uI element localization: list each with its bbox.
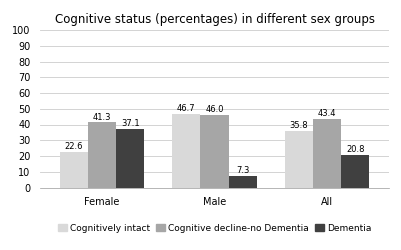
Text: 41.3: 41.3 bbox=[93, 113, 111, 122]
Bar bbox=[200, 115, 229, 188]
Text: 22.6: 22.6 bbox=[65, 142, 83, 151]
Text: 46.7: 46.7 bbox=[177, 104, 196, 113]
Bar bbox=[229, 176, 257, 188]
Bar bbox=[341, 155, 369, 188]
Title: Cognitive status (percentages) in different sex groups: Cognitive status (percentages) in differ… bbox=[55, 13, 375, 26]
Text: 37.1: 37.1 bbox=[121, 119, 140, 128]
Bar bbox=[88, 122, 116, 188]
Text: 43.4: 43.4 bbox=[318, 109, 336, 118]
Text: 20.8: 20.8 bbox=[346, 145, 365, 154]
Bar bbox=[60, 152, 88, 188]
Bar bbox=[172, 114, 200, 188]
Bar bbox=[285, 131, 313, 188]
Text: 35.8: 35.8 bbox=[290, 121, 308, 130]
Text: 7.3: 7.3 bbox=[236, 166, 249, 175]
Bar bbox=[313, 119, 341, 188]
Text: 46.0: 46.0 bbox=[205, 105, 224, 114]
Bar bbox=[116, 129, 144, 188]
Legend: Cognitively intact, Cognitive decline-no Dementia, Dementia: Cognitively intact, Cognitive decline-no… bbox=[54, 220, 375, 236]
